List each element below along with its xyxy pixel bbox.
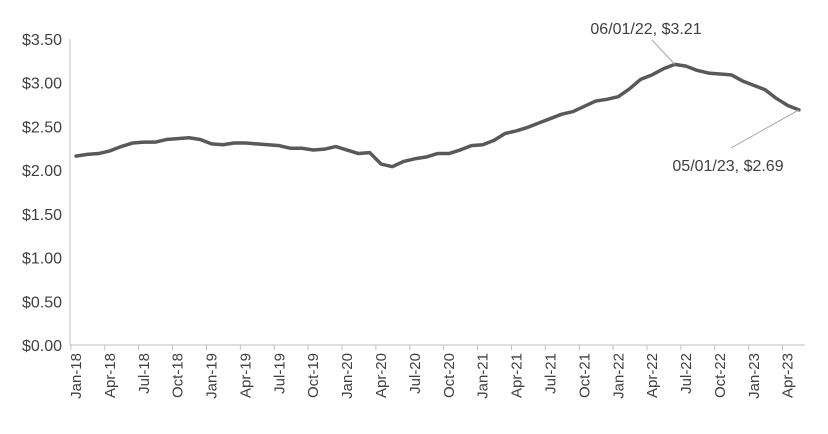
x-axis: Jan-18 Apr-18 Jul-18 Oct-18 Jan-19 Apr-19 Jul-… xyxy=(68,344,805,399)
x-tick-label: Apr-18 xyxy=(102,353,119,398)
annotation-label: 06/01/22, $3.21 xyxy=(590,21,701,38)
x-tick-label: Jan-19 xyxy=(204,353,221,399)
x-tick-label: Oct-18 xyxy=(170,353,187,398)
x-tick-label: Jul-20 xyxy=(407,353,424,394)
x-tick-label: Jul-22 xyxy=(678,353,695,394)
series-line xyxy=(74,62,801,169)
y-tick-label: $2.00 xyxy=(22,163,62,180)
y-tick-label: $2.50 xyxy=(22,119,62,136)
x-tick-label: Apr-21 xyxy=(509,353,526,398)
y-axis: $0.00 $0.50 $1.00 $1.50 $2.00 $2.50 $3.00 $3.50 xyxy=(22,32,71,355)
x-tick-label: Jul-18 xyxy=(136,353,153,394)
x-tick-label: Apr-22 xyxy=(644,353,661,398)
y-tick-label: $0.00 xyxy=(22,338,62,355)
x-tick-label: Jul-19 xyxy=(271,353,288,394)
x-tick-label: Apr-20 xyxy=(373,353,390,398)
y-tick-label: $1.00 xyxy=(22,251,62,268)
x-tick-label: Apr-19 xyxy=(237,353,254,398)
y-tick-label: $1.50 xyxy=(22,207,62,224)
y-tick-label: $3.00 xyxy=(22,76,62,93)
x-tick-label: Oct-19 xyxy=(305,353,322,398)
x-tick-label: Jan-23 xyxy=(746,353,763,399)
annotation-leader-line xyxy=(651,39,676,65)
y-tick-label: $0.50 xyxy=(22,294,62,311)
x-tick-label: Jan-21 xyxy=(475,353,492,399)
x-tick-label: Oct-21 xyxy=(576,353,593,398)
x-tick-label: Jan-18 xyxy=(68,353,85,399)
annotation-leader-line xyxy=(730,109,800,149)
x-tick-label: Oct-22 xyxy=(712,353,729,398)
series-layer xyxy=(74,62,801,169)
x-tick-label: Jul-21 xyxy=(542,353,559,394)
annotation-label: 05/01/23, $2.69 xyxy=(672,158,783,175)
x-tick-label: Apr-23 xyxy=(780,353,797,398)
x-tick-label: Oct-20 xyxy=(441,353,458,398)
y-tick-label: $3.50 xyxy=(22,32,62,49)
x-tick-label: Jan-20 xyxy=(339,353,356,399)
annotation-layer: 06/01/22, $3.21 05/01/23, $2.69 xyxy=(590,21,800,175)
x-tick-label: Jan-22 xyxy=(610,353,627,399)
